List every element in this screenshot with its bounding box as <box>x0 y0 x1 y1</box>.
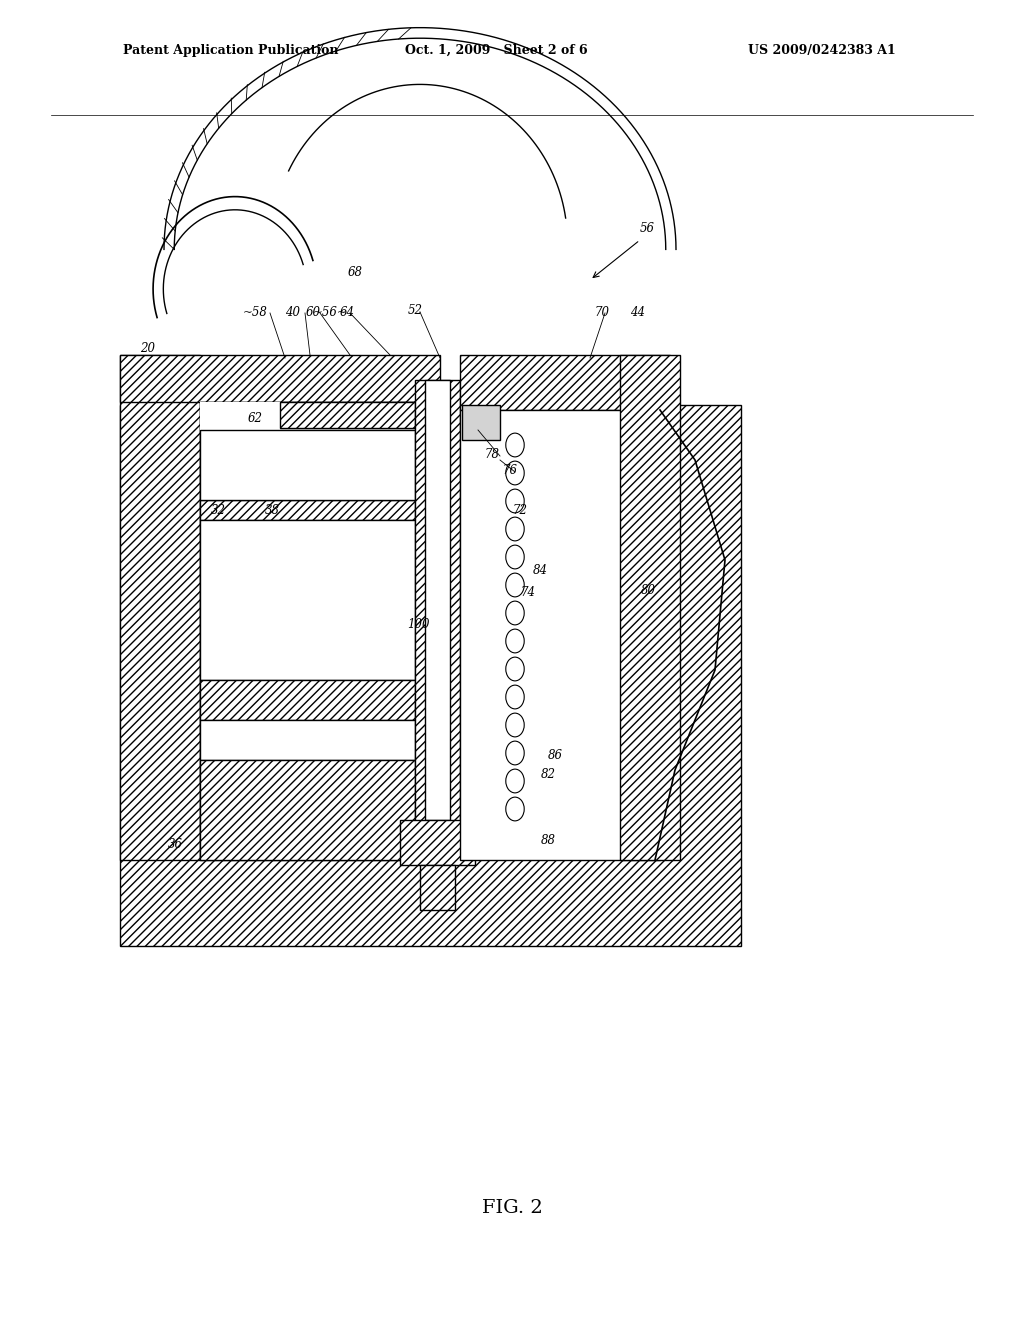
Text: 56: 56 <box>640 222 655 235</box>
Text: 78: 78 <box>484 449 500 462</box>
Text: 100: 100 <box>408 619 430 631</box>
Text: 88: 88 <box>541 833 555 846</box>
Text: 74: 74 <box>520 586 536 599</box>
Bar <box>120 355 440 403</box>
Text: 68: 68 <box>347 265 362 279</box>
Bar <box>280 403 415 428</box>
Text: 60: 60 <box>305 306 321 319</box>
Bar <box>200 680 415 719</box>
Bar <box>120 355 200 861</box>
Text: 32: 32 <box>211 503 225 516</box>
Bar <box>415 380 460 861</box>
Text: 70: 70 <box>595 306 609 319</box>
Text: 86: 86 <box>548 748 562 762</box>
Bar <box>425 380 450 820</box>
Text: ~58: ~58 <box>243 306 267 319</box>
Text: ~56~: ~56~ <box>312 306 347 319</box>
Polygon shape <box>120 405 740 946</box>
Bar <box>200 520 415 680</box>
Text: 62: 62 <box>248 412 262 425</box>
Bar <box>400 820 475 865</box>
Text: 72: 72 <box>512 503 527 516</box>
Bar <box>620 355 680 861</box>
Text: 52: 52 <box>408 304 423 317</box>
Bar <box>200 760 415 861</box>
Text: 20: 20 <box>140 342 156 355</box>
Text: 40: 40 <box>286 306 300 319</box>
Bar <box>200 430 415 500</box>
Bar <box>200 403 280 430</box>
Bar <box>208 430 415 680</box>
Text: 82: 82 <box>541 768 555 781</box>
Bar <box>200 403 415 861</box>
Bar <box>462 405 500 440</box>
Bar <box>200 403 415 430</box>
Text: US 2009/0242383 A1: US 2009/0242383 A1 <box>749 44 896 57</box>
Bar <box>200 500 415 520</box>
Text: FIG. 2: FIG. 2 <box>481 1199 543 1217</box>
Bar <box>460 411 660 861</box>
Text: 84: 84 <box>532 564 548 577</box>
Text: 36: 36 <box>168 838 182 851</box>
Text: 76: 76 <box>503 463 517 477</box>
Text: Oct. 1, 2009   Sheet 2 of 6: Oct. 1, 2009 Sheet 2 of 6 <box>406 44 588 57</box>
Text: 80: 80 <box>640 583 655 597</box>
Bar <box>460 355 670 411</box>
Text: 64: 64 <box>340 306 354 319</box>
Bar <box>200 719 415 760</box>
Text: 38: 38 <box>264 503 280 516</box>
Text: Patent Application Publication: Patent Application Publication <box>123 44 338 57</box>
Text: 44: 44 <box>631 306 645 319</box>
Bar <box>420 865 455 909</box>
